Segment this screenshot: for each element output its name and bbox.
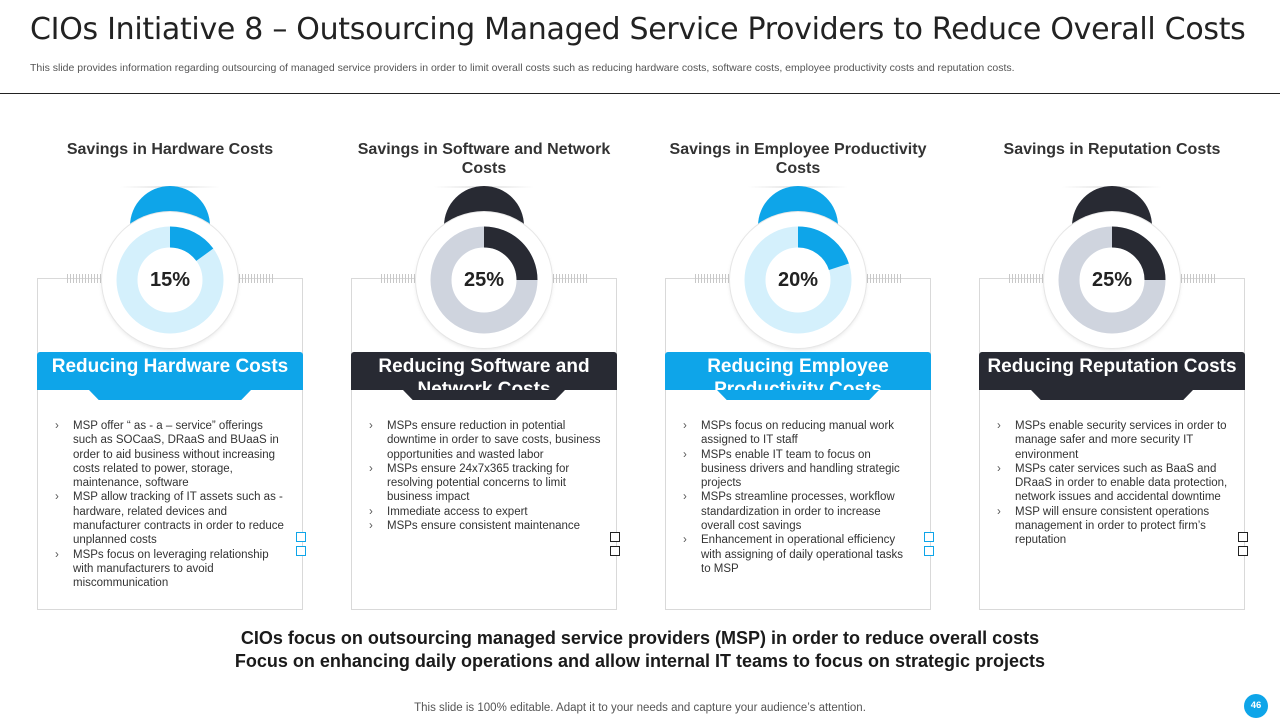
donut-segment xyxy=(483,226,538,281)
square-icon xyxy=(296,532,306,542)
bullet-list: MSPs enable security services in order t… xyxy=(997,419,1229,548)
square-icon xyxy=(1238,546,1248,556)
summary-line-1: CIOs focus on outsourcing managed servic… xyxy=(240,628,1040,648)
card-heading: Savings in Software and Network Costs xyxy=(357,141,611,177)
bullet-item: MSPs ensure consistent maintenance xyxy=(369,519,601,534)
donut-svg xyxy=(430,226,538,334)
donut-segment xyxy=(797,226,849,271)
donut-svg xyxy=(744,226,852,334)
bullet-item: Enhancement in operational efficiency wi… xyxy=(683,533,915,576)
page-number: 46 xyxy=(1244,694,1268,718)
percent-label: 25% xyxy=(1091,269,1133,291)
bullet-item: MSPs cater services such as BaaS and DRa… xyxy=(997,462,1229,505)
percent-label: 25% xyxy=(463,269,505,291)
bullet-list: MSPs focus on reducing manual work assig… xyxy=(683,419,915,576)
card-software-network: Savings in Software and Network Costs 25… xyxy=(351,0,620,720)
square-icon xyxy=(924,532,934,542)
slide-subtitle: This slide provides information regardin… xyxy=(30,62,1015,74)
bullet-item: Immediate access to expert xyxy=(369,505,601,520)
bullet-item: MSPs focus on reducing manual work assig… xyxy=(683,419,915,448)
square-icon xyxy=(1238,532,1248,542)
card-heading: Savings in Employee Productivity Costs xyxy=(669,141,927,177)
donut-segment xyxy=(169,226,214,262)
banner-tail xyxy=(1031,390,1193,400)
donut-chart: 20% xyxy=(730,212,866,348)
ruler-ticks xyxy=(1181,274,1215,283)
percent-label: 15% xyxy=(149,269,191,291)
card-banner: Reducing Reputation Costs xyxy=(979,352,1245,390)
ruler-ticks xyxy=(1009,274,1043,283)
banner-tail xyxy=(403,390,565,400)
bullet-list: MSP offer “ as - a – service” offerings … xyxy=(55,419,287,591)
ruler-ticks xyxy=(67,274,101,283)
bullet-item: MSP will ensure consistent operations ma… xyxy=(997,505,1229,548)
bullet-item: MSPs ensure reduction in potential downt… xyxy=(369,419,601,462)
card-heading: Savings in Hardware Costs xyxy=(66,141,274,158)
bullet-item: MSPs enable security services in order t… xyxy=(997,419,1229,462)
banner-tail xyxy=(89,390,251,400)
square-icon xyxy=(296,546,306,556)
donut-segment xyxy=(1111,226,1166,281)
card-hardware: Savings in Hardware Costs 15% Reducing H… xyxy=(37,0,306,720)
header-divider xyxy=(0,93,1280,94)
donut-chart: 25% xyxy=(416,212,552,348)
bullet-item: MSPs enable IT team to focus on business… xyxy=(683,448,915,491)
ruler-ticks xyxy=(553,274,587,283)
bullet-list: MSPs ensure reduction in potential downt… xyxy=(369,419,601,534)
ruler-ticks xyxy=(695,274,729,283)
bullet-item: MSPs streamline processes, workflow stan… xyxy=(683,490,915,533)
square-icon xyxy=(610,532,620,542)
donut-svg xyxy=(1058,226,1166,334)
card-heading: Savings in Reputation Costs xyxy=(1003,141,1221,158)
donut-chart: 15% xyxy=(102,212,238,348)
card-reputation: Savings in Reputation Costs 25% Reducing… xyxy=(979,0,1248,720)
bullet-item: MSP allow tracking of IT assets such as … xyxy=(55,490,287,547)
square-icon xyxy=(610,546,620,556)
bullet-item: MSPs ensure 24x7x365 tracking for resolv… xyxy=(369,462,601,505)
card-employee-productivity: Savings in Employee Productivity Costs 2… xyxy=(665,0,934,720)
card-banner: Reducing Software and Network Costs xyxy=(351,352,617,400)
card-banner: Reducing Hardware Costs xyxy=(37,352,303,390)
ruler-ticks xyxy=(381,274,415,283)
percent-label: 20% xyxy=(777,269,819,291)
donut-chart: 25% xyxy=(1044,212,1180,348)
bullet-item: MSP offer “ as - a – service” offerings … xyxy=(55,419,287,490)
banner-tail xyxy=(717,390,879,400)
card-banner: Reducing Employee Productivity Costs xyxy=(665,352,931,400)
ruler-ticks xyxy=(239,274,273,283)
footer-note: This slide is 100% editable. Adapt it to… xyxy=(414,702,866,714)
summary-line-2: Focus on enhancing daily operations and … xyxy=(234,651,1046,671)
slide-title: CIOs Initiative 8 – Outsourcing Managed … xyxy=(30,12,1246,47)
ruler-ticks xyxy=(867,274,901,283)
donut-svg xyxy=(116,226,224,334)
bullet-item: MSPs focus on leveraging relationship wi… xyxy=(55,548,287,591)
square-icon xyxy=(924,546,934,556)
